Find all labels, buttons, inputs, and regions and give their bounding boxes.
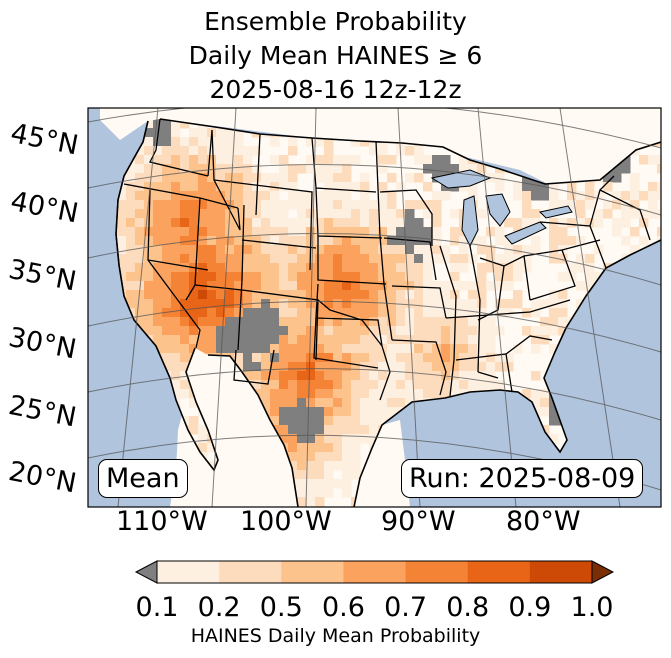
colorbar-tick-label: 0.5 <box>259 592 303 623</box>
great-lakes <box>430 169 573 248</box>
lon-label-80: 80°W <box>506 506 581 537</box>
colorbar-tick-label: 0.9 <box>508 592 552 623</box>
title-line-3: 2025-08-16 12z-12z <box>209 75 462 104</box>
colorbar-segment <box>281 561 344 583</box>
colorbar-tick-label: 0.8 <box>446 592 490 623</box>
colorbar-tick-label: 0.6 <box>321 592 365 623</box>
lon-label-90: 90°W <box>381 506 456 537</box>
land-mass-mexico <box>170 348 410 507</box>
lon-label-110: 110°W <box>116 506 208 537</box>
colorbar-segment <box>529 561 593 583</box>
colorbar-segment <box>467 561 531 583</box>
colorbar-label: HAINES Daily Mean Probability <box>190 625 481 647</box>
map-frame <box>87 107 662 508</box>
colorbar-segment <box>405 561 469 583</box>
colorbar-under-arrow <box>134 560 158 584</box>
coastline <box>115 118 661 507</box>
run-date-box: Run: 2025-08-09 <box>401 459 644 498</box>
probability-field <box>116 119 661 507</box>
colorbar-segment <box>343 561 407 583</box>
colorbar-segment <box>157 561 220 583</box>
colorbar <box>134 560 615 584</box>
colorbar-over-arrow <box>591 560 615 584</box>
colorbar-tick-label: 0.7 <box>384 592 428 623</box>
land-mass-outer <box>100 108 661 190</box>
colorbar-segment <box>219 561 282 583</box>
graticule <box>88 108 661 507</box>
colorbar-tick-label: 1.0 <box>570 592 614 623</box>
lon-label-100: 100°W <box>240 506 332 537</box>
state-borders <box>115 118 651 401</box>
colorbar-tick-label: 0.1 <box>135 592 179 623</box>
colorbar-tick-label: 0.2 <box>197 592 241 623</box>
title-line-2: Daily Mean HAINES ≥ 6 <box>188 41 483 70</box>
mean-label-box: Mean <box>98 459 188 498</box>
title-line-1: Ensemble Probability <box>204 7 467 36</box>
